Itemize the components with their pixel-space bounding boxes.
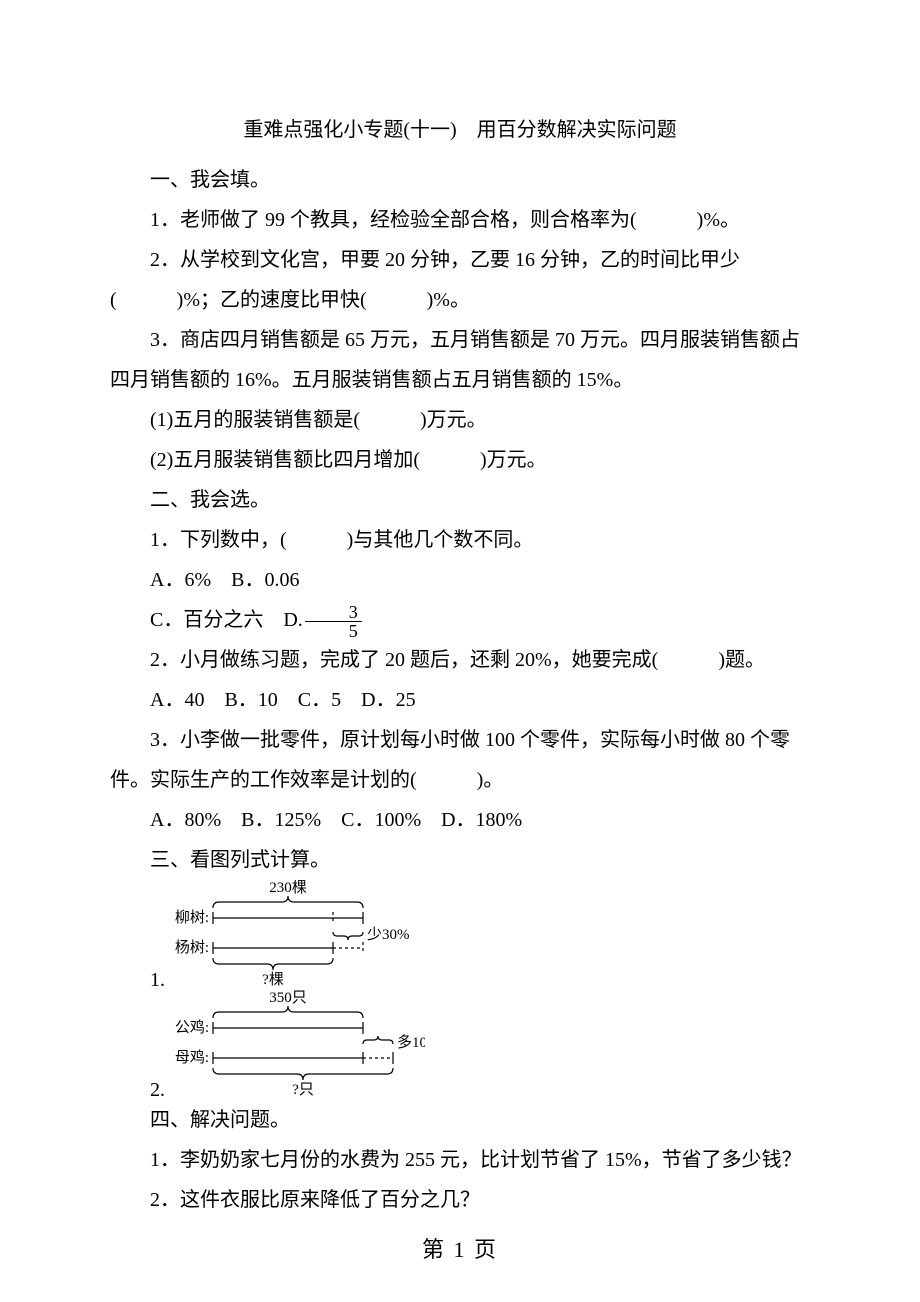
svg-text:母鸡:: 母鸡: bbox=[175, 1049, 209, 1066]
frac-num: 3 bbox=[305, 603, 362, 622]
page-container: 重难点强化小专题(十一) 用百分数解决实际问题 一、我会填。 1．老师做了 99… bbox=[0, 0, 920, 1302]
s2-q3-text: 3．小李做一批零件，原计划每小时做 100 个零件，实际每小时做 80 个零件。… bbox=[110, 729, 790, 791]
s1-q1: 1．老师做了 99 个教具，经检验全部合格，则合格率为( )%。 bbox=[110, 200, 810, 240]
svg-text:?只: ?只 bbox=[292, 1082, 314, 1098]
section3-heading: 三、看图列式计算。 bbox=[110, 840, 810, 880]
s2-q2-opts: A．40 B．10 C．5 D．25 bbox=[110, 680, 810, 720]
svg-text:多10%: 多10% bbox=[397, 1034, 425, 1051]
s1-q3-intro: 3．商店四月销售额是 65 万元，五月销售额是 70 万元。四月服装销售额占四月… bbox=[110, 320, 810, 400]
diagram2-row: 2. 350只公鸡: 多10% 母鸡: ?只 bbox=[110, 990, 810, 1100]
s1-q2: 2．从学校到文化宫，甲要 20 分钟，乙要 16 分钟，乙的时间比甲少( )%；… bbox=[110, 240, 810, 320]
svg-text:柳树:: 柳树: bbox=[175, 909, 209, 926]
diagram2-svg: 350只公鸡: 多10% 母鸡: ?只 bbox=[165, 990, 425, 1100]
s2-q2: 2．小月做练习题，完成了 20 题后，还剩 20%，她要完成( )题。 bbox=[110, 640, 810, 680]
s1-q2-text: 2．从学校到文化宫，甲要 20 分钟，乙要 16 分钟，乙的时间比甲少( )%；… bbox=[110, 249, 740, 311]
s1-q3-2: (2)五月服装销售额比四月增加( )万元。 bbox=[110, 440, 810, 480]
s2-q3: 3．小李做一批零件，原计划每小时做 100 个零件，实际每小时做 80 个零件。… bbox=[110, 720, 810, 800]
page-footer: 第 1 页 bbox=[0, 1228, 920, 1272]
page-title: 重难点强化小专题(十一) 用百分数解决实际问题 bbox=[110, 110, 810, 150]
s2-q1-c-prefix: C．百分之六 D. bbox=[150, 609, 303, 631]
section4-heading: 四、解决问题。 bbox=[110, 1100, 810, 1140]
diagram1-number: 1. bbox=[110, 970, 165, 990]
svg-text:杨树:: 杨树: bbox=[175, 939, 209, 956]
svg-text:少30%: 少30% bbox=[367, 926, 410, 943]
diagram1-svg: 230棵柳树: 少30% 杨树: ?棵 bbox=[165, 880, 425, 990]
s2-q1: 1．下列数中，( )与其他几个数不同。 bbox=[110, 520, 810, 560]
s4-q2: 2．这件衣服比原来降低了百分之几？ bbox=[110, 1180, 810, 1220]
svg-text:230棵: 230棵 bbox=[269, 880, 307, 896]
svg-text:350只: 350只 bbox=[269, 990, 307, 1006]
diagram2-number: 2. bbox=[110, 1080, 165, 1100]
diagram1-row: 1. 230棵柳树: 少30% 杨树: ?棵 bbox=[110, 880, 810, 990]
svg-text:公鸡:: 公鸡: bbox=[175, 1019, 209, 1036]
s2-q1-ab: A．6% B．0.06 bbox=[110, 560, 810, 600]
s4-q1: 1．李奶奶家七月份的水费为 255 元，比计划节省了 15%，节省了多少钱？ bbox=[110, 1140, 810, 1180]
frac-den: 5 bbox=[305, 622, 362, 640]
fraction-3-5: 35 bbox=[305, 603, 362, 640]
s2-q3-opts: A．80% B．125% C．100% D．180% bbox=[110, 800, 810, 840]
section2-heading: 二、我会选。 bbox=[110, 480, 810, 520]
section1-heading: 一、我会填。 bbox=[110, 160, 810, 200]
svg-text:?棵: ?棵 bbox=[262, 971, 284, 988]
s2-q1-cd: C．百分之六 D.35 bbox=[110, 600, 810, 640]
s1-q3-intro-text: 3．商店四月销售额是 65 万元，五月销售额是 70 万元。四月服装销售额占四月… bbox=[110, 329, 800, 391]
s1-q3-1: (1)五月的服装销售额是( )万元。 bbox=[110, 400, 810, 440]
